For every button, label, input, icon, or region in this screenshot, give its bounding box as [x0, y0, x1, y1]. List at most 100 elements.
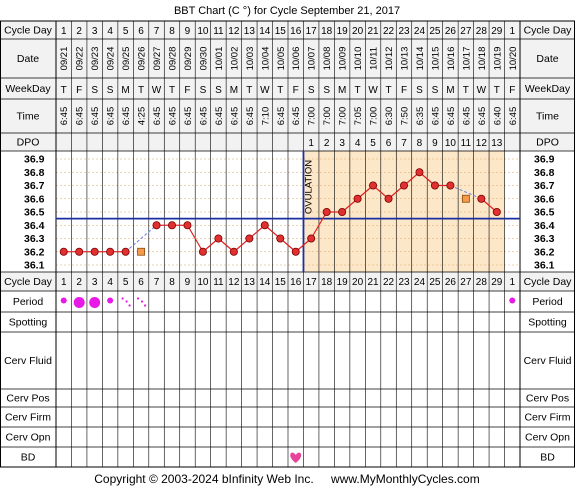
site-link[interactable]: www.MyMonthlyCycles.com	[330, 472, 480, 486]
y-tick-label-left: 36.2	[24, 246, 45, 258]
row-label-right-cerv-opn: Cerv Opn	[525, 432, 570, 444]
temp-bridge-dashed	[450, 185, 482, 200]
dpo-cell: 11	[461, 138, 472, 149]
time-cell: 4:25	[137, 107, 148, 126]
time-cell: 6:45	[291, 107, 302, 126]
cycle-day-cell: 13	[244, 26, 256, 37]
y-tick-label-right: 36.2	[534, 246, 555, 258]
cycle-day-cell: 9	[185, 26, 191, 37]
date-cell: 10/09	[338, 47, 349, 71]
cycle-day-cell: 23	[398, 26, 410, 37]
cycle-day-cell-bottom: 24	[414, 277, 426, 288]
date-cell: 10/01	[214, 47, 225, 71]
temp-point	[430, 181, 439, 190]
dpo-cell: 8	[417, 138, 423, 149]
temp-point	[245, 234, 254, 243]
cycle-day-cell: 6	[138, 26, 144, 37]
time-cell: 6:45	[152, 107, 163, 126]
time-cell: 7:50	[400, 107, 411, 126]
period-marker-light	[60, 297, 67, 304]
period-marker-light	[107, 297, 114, 304]
temp-point	[59, 247, 68, 256]
y-tick-label-left: 36.1	[24, 260, 45, 272]
temp-point	[90, 247, 99, 256]
weekday-cell: F	[509, 85, 515, 96]
header-row-bg	[0, 272, 575, 291]
date-cell: 09/24	[106, 47, 117, 71]
time-cell: 7:05	[353, 107, 364, 126]
cycle-day-cell-bottom: 6	[138, 277, 144, 288]
time-cell: 6:45	[75, 107, 86, 126]
cycle-day-cell: 29	[491, 26, 503, 37]
temp-point	[492, 207, 501, 216]
weekday-cell: S	[308, 85, 315, 96]
date-cell: 10/06	[291, 47, 302, 71]
row-label-right-date: Date	[536, 53, 558, 65]
weekday-cell: F	[401, 85, 407, 96]
dpo-cell: 6	[386, 138, 392, 149]
cycle-day-cell: 22	[383, 26, 395, 37]
temp-point	[214, 234, 223, 243]
cycle-day-cell: 4	[107, 26, 113, 37]
y-tick-label-left: 36.4	[24, 220, 45, 232]
cycle-day-cell-bottom: 16	[290, 277, 302, 288]
date-cell: 10/08	[322, 47, 333, 71]
row-label-right-time: Time	[536, 111, 559, 123]
row-label-time: Time	[17, 111, 40, 123]
temp-point	[152, 221, 161, 230]
cycle-day-cell: 18	[321, 26, 333, 37]
time-cell: 6:45	[229, 107, 240, 126]
cycle-day-cell: 25	[429, 26, 441, 37]
cycle-day-cell-bottom: 27	[460, 277, 472, 288]
y-tick-label-right: 36.1	[534, 260, 555, 272]
row-label-cerv-opn: Cerv Opn	[6, 432, 51, 444]
cycle-day-cell: 8	[169, 26, 175, 37]
row-label-right-bd: BD	[540, 452, 555, 464]
cycle-day-cell: 26	[445, 26, 457, 37]
date-cell: 10/03	[245, 47, 256, 71]
temp-point	[260, 221, 269, 230]
temperature-plot: OVULATION	[56, 151, 520, 463]
date-cell: 10/19	[492, 47, 503, 71]
time-cell: 6:40	[492, 107, 503, 126]
time-cell: 6:45	[430, 107, 441, 126]
weekday-cell: T	[246, 85, 252, 96]
period-marker-light	[509, 297, 516, 304]
date-cell: 10/11	[369, 47, 380, 70]
cycle-day-cell-bottom: 1	[61, 277, 67, 288]
time-cell: 7:00	[369, 107, 380, 126]
row-label-right-dpo: DPO	[536, 137, 559, 149]
row-label-right-weekday: WeekDay	[525, 83, 571, 95]
cycle-day-cell-bottom: 26	[445, 277, 457, 288]
date-cell: 09/21	[59, 47, 70, 71]
row-label-period: Period	[13, 296, 44, 308]
dpo-cell: 2	[324, 138, 330, 149]
cycle-day-cell-bottom: 21	[368, 277, 380, 288]
weekday-cell: M	[230, 85, 238, 96]
y-tick-label-right: 36.4	[534, 220, 555, 232]
weekday-cell: W	[152, 85, 162, 96]
cycle-day-cell-bottom: 14	[259, 277, 271, 288]
dpo-cell: 9	[432, 138, 438, 149]
header-row-bg	[0, 21, 575, 39]
time-cell: 6:45	[477, 107, 488, 126]
cycle-day-cell-bottom: 15	[275, 277, 287, 288]
date-cell: 09/27	[152, 47, 163, 71]
time-cell: 7:10	[260, 107, 271, 126]
time-cell: 6:45	[245, 107, 256, 126]
y-tick-label-left: 36.5	[24, 207, 45, 219]
cycle-day-cell: 1	[509, 26, 515, 37]
row-label-cerv-fluid: Cerv Fluid	[4, 355, 52, 367]
temp-bridge-dashed	[125, 224, 157, 253]
weekday-cell: T	[463, 85, 469, 96]
temp-line-segment	[310, 211, 328, 239]
cycle-day-cell-bottom: 12	[228, 277, 240, 288]
time-cell: 6:45	[446, 107, 457, 126]
spotting-dot	[125, 300, 128, 303]
date-cell: 09/22	[75, 47, 86, 71]
time-cell: 6:35	[415, 107, 426, 126]
chart-grid	[0, 20, 575, 468]
ovulation-label: OVULATION	[303, 160, 314, 214]
weekday-cell: T	[355, 85, 361, 96]
time-cell: 6:45	[276, 107, 287, 126]
